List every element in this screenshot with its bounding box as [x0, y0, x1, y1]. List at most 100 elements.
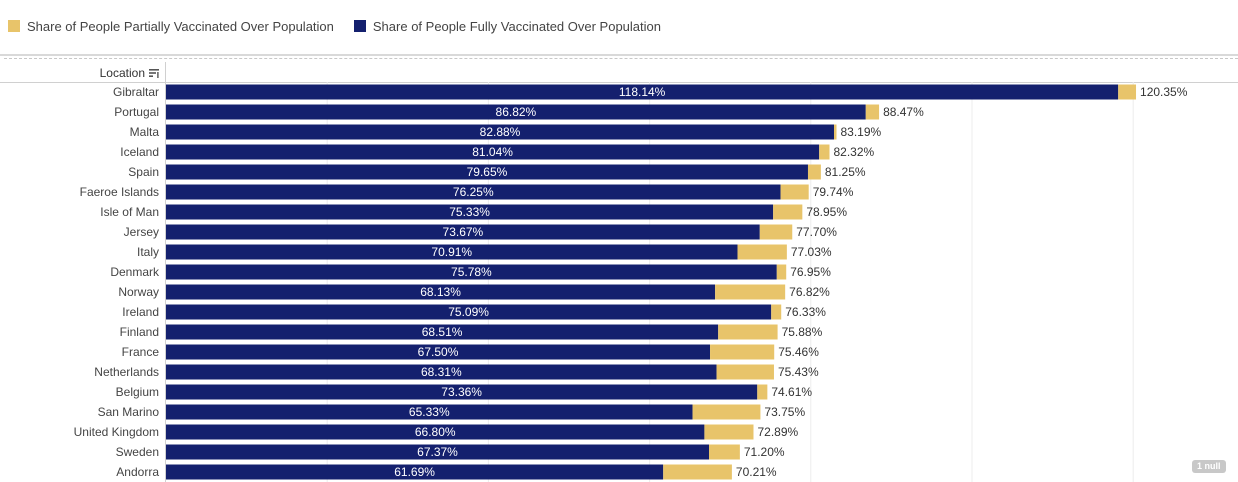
data-label-total: 76.33%	[785, 305, 826, 319]
data-label-fully: 61.69%	[394, 465, 435, 479]
category-label: San Marino	[98, 405, 160, 419]
data-label-fully: 75.33%	[449, 205, 490, 219]
category-label: Finland	[120, 325, 159, 339]
data-label-total: 75.46%	[778, 345, 819, 359]
bar-fully-vaccinated	[166, 324, 719, 340]
data-label-fully: 79.65%	[467, 165, 508, 179]
bar-partially-vaccinated	[716, 364, 774, 380]
data-label-total: 76.95%	[790, 265, 831, 279]
bar-fully-vaccinated	[166, 404, 693, 420]
bar-partially-vaccinated	[692, 404, 761, 420]
bar-fully-vaccinated	[166, 164, 808, 180]
bar-partially-vaccinated	[663, 464, 732, 480]
bar-fully-vaccinated	[166, 444, 710, 460]
bar-partially-vaccinated	[807, 164, 821, 180]
legend-item-partial[interactable]: Share of People Partially Vaccinated Ove…	[8, 19, 334, 34]
bar-partially-vaccinated	[715, 284, 786, 300]
location-column-header[interactable]: Location	[8, 64, 160, 82]
bar-fully-vaccinated	[166, 364, 717, 380]
legend-swatch-full	[353, 20, 366, 32]
data-label-fully: 67.50%	[418, 345, 459, 359]
data-label-total: 83.19%	[841, 125, 882, 139]
data-label-fully: 65.33%	[409, 405, 450, 419]
bar-fully-vaccinated	[166, 424, 705, 440]
bar-partially-vaccinated	[771, 304, 782, 320]
bar-fully-vaccinated	[166, 184, 781, 200]
data-label-fully: 70.91%	[431, 245, 472, 259]
category-label: Ireland	[122, 305, 159, 319]
data-label-total: 88.47%	[883, 105, 924, 119]
category-label: Spain	[128, 165, 159, 179]
bar-partially-vaccinated	[780, 184, 809, 200]
bar-fully-vaccinated	[166, 464, 664, 480]
legend-label-full: Share of People Fully Vaccinated Over Po…	[372, 18, 661, 34]
data-label-total: 72.89%	[757, 425, 798, 439]
data-label-total: 71.20%	[744, 445, 785, 459]
bar-partially-vaccinated	[704, 424, 754, 440]
category-label: Faeroe Islands	[80, 185, 159, 199]
data-label-total: 75.88%	[782, 325, 823, 339]
bar-partially-vaccinated	[737, 244, 787, 260]
legend-swatch-partial	[8, 20, 20, 32]
data-label-fully: 67.37%	[417, 445, 458, 459]
data-label-fully: 68.51%	[422, 325, 463, 339]
data-label-total: 79.74%	[813, 185, 854, 199]
bar-fully-vaccinated	[166, 144, 820, 160]
category-label: Isle of Man	[100, 205, 159, 219]
data-label-total: 70.21%	[736, 465, 777, 479]
data-label-total: 77.70%	[796, 225, 837, 239]
category-label: Italy	[137, 245, 159, 259]
data-label-fully: 73.67%	[443, 225, 484, 239]
bar-fully-vaccinated	[166, 264, 777, 280]
data-label-fully: 76.25%	[453, 185, 494, 199]
null-indicator-badge[interactable]: 1 null	[1192, 460, 1226, 473]
category-label: Andorra	[116, 465, 159, 479]
bar-partially-vaccinated	[776, 264, 787, 280]
bar-partially-vaccinated	[865, 104, 880, 120]
data-label-fully: 66.80%	[415, 425, 456, 439]
data-label-total: 75.43%	[778, 365, 819, 379]
bar-partially-vaccinated	[819, 144, 830, 160]
data-label-total: 74.61%	[771, 385, 812, 399]
location-header-label: Location	[99, 66, 145, 80]
bar-fully-vaccinated	[166, 344, 711, 360]
bar-partially-vaccinated	[1118, 84, 1137, 100]
pane-border	[4, 58, 1238, 59]
bar-fully-vaccinated	[166, 84, 1119, 100]
data-label-total: 76.82%	[789, 285, 830, 299]
data-label-fully: 73.36%	[441, 385, 482, 399]
data-label-total: 78.95%	[806, 205, 847, 219]
bar-partially-vaccinated	[709, 444, 740, 460]
category-label: Iceland	[120, 145, 159, 159]
sort-icon[interactable]	[148, 67, 160, 79]
data-label-fully: 82.88%	[480, 125, 521, 139]
bar-fully-vaccinated	[166, 124, 835, 140]
bar-fully-vaccinated	[166, 384, 758, 400]
data-label-total: 73.75%	[764, 405, 805, 419]
row-header-separator	[165, 62, 166, 482]
data-label-fully: 68.31%	[421, 365, 462, 379]
category-label: Denmark	[110, 265, 160, 279]
legend-item-full[interactable]: Share of People Fully Vaccinated Over Po…	[353, 18, 661, 34]
bar-fully-vaccinated	[166, 284, 716, 300]
data-label-fully: 75.78%	[451, 265, 492, 279]
bar-partially-vaccinated	[757, 384, 768, 400]
bar-fully-vaccinated	[166, 224, 760, 240]
legend-label-partial: Share of People Partially Vaccinated Ove…	[27, 18, 334, 34]
bar-fully-vaccinated	[166, 204, 774, 220]
column-header-row: Location	[0, 62, 1238, 83]
bar-partially-vaccinated	[710, 344, 775, 360]
category-label: Jersey	[124, 225, 159, 239]
bar-partially-vaccinated	[773, 204, 803, 220]
category-label: Norway	[118, 285, 159, 299]
bar-fully-vaccinated	[166, 304, 772, 320]
category-label: Gibraltar	[113, 85, 159, 99]
category-label: Sweden	[116, 445, 159, 459]
data-label-total: 120.35%	[1140, 85, 1188, 99]
legend: Share of People Partially Vaccinated Ove…	[8, 17, 681, 35]
bar-fully-vaccinated	[166, 244, 738, 260]
data-label-total: 82.32%	[833, 145, 874, 159]
bar-partially-vaccinated	[718, 324, 778, 340]
bar-partially-vaccinated	[834, 124, 837, 140]
